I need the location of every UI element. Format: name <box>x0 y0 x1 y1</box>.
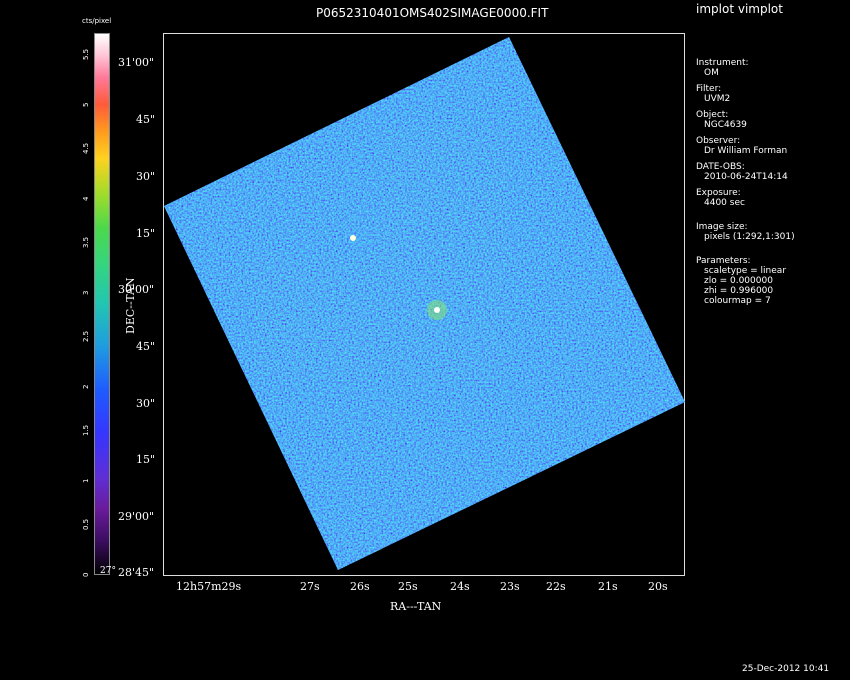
plot-frame[interactable] <box>163 33 685 576</box>
ytick-1: 31'00" <box>118 56 155 69</box>
info-exposure: Exposure: 4400 sec <box>696 188 846 208</box>
xtick-2: 27s <box>300 580 320 593</box>
info-panel: Instrument: OM Filter: UVM2 Object: NGC4… <box>696 58 846 306</box>
info-head: Observer: <box>696 136 741 146</box>
app-title: implot vimplot <box>696 2 783 16</box>
xtick-8: 21s <box>598 580 618 593</box>
xtick-1: 12h57m29s <box>176 580 242 593</box>
x-axis-label: RA---TAN <box>390 600 442 613</box>
info-head: DATE-OBS: <box>696 162 745 172</box>
xtick-3: 26s <box>350 580 370 593</box>
ytick-8: 15" <box>136 453 156 466</box>
info-head: Image size: <box>696 222 748 232</box>
info-value: Dr William Forman <box>704 146 788 156</box>
info-filter: Filter: UVM2 <box>696 84 846 104</box>
timestamp: 25-Dec-2012 10:41 <box>742 664 830 674</box>
ytick-4: 15" <box>136 227 156 240</box>
info-image-size: Image size: pixels (1:292,1:301) <box>696 222 846 242</box>
info-instrument: Instrument: OM <box>696 58 846 78</box>
info-value: 2010-06-24T14:14 <box>704 172 788 182</box>
info-value: pixels (1:292,1:301) <box>704 232 795 242</box>
ytick-corner-prefix: 27° <box>100 566 116 576</box>
ytick-7: 30" <box>136 397 156 410</box>
info-value: NGC4639 <box>704 120 747 130</box>
info-object: Object: NGC4639 <box>696 110 846 130</box>
info-head: Object: <box>696 110 729 120</box>
info-observer: Observer: Dr William Forman <box>696 136 846 156</box>
info-head: Instrument: <box>696 58 749 68</box>
param-line: colourmap = 7 <box>704 296 771 306</box>
info-head: Exposure: <box>696 188 741 198</box>
info-value: 4400 sec <box>704 198 745 208</box>
y-axis-label: DEC--TAN <box>124 277 137 334</box>
param-line: zlo = 0.000000 <box>704 276 773 286</box>
info-date-obs: DATE-OBS: 2010-06-24T14:14 <box>696 162 846 182</box>
info-parameters: Parameters: scaletype = linear zlo = 0.0… <box>696 256 846 306</box>
param-line: zhi = 0.996000 <box>704 286 774 296</box>
xtick-7: 22s <box>546 580 566 593</box>
ytick-9: 29'00" <box>118 510 155 523</box>
param-line: scaletype = linear <box>704 266 787 276</box>
xtick-5: 24s <box>450 580 470 593</box>
ytick-6: 45" <box>136 340 156 353</box>
ytick-5: 30'00" <box>118 283 155 296</box>
colorbar <box>94 33 110 575</box>
info-value: UVM2 <box>704 94 731 104</box>
info-head: Parameters: <box>696 256 751 266</box>
ytick-10: 28'45" <box>118 566 155 579</box>
info-head: Filter: <box>696 84 722 94</box>
ytick-3: 30" <box>136 170 156 183</box>
colorbar-label: cts/pixel <box>82 17 112 25</box>
plot-title: P0652310401OMS402SIMAGE0000.FIT <box>316 6 549 20</box>
info-value: OM <box>704 68 719 78</box>
ytick-2: 45" <box>136 113 156 126</box>
xtick-6: 23s <box>500 580 520 593</box>
xtick-9: 20s <box>648 580 668 593</box>
xtick-4: 25s <box>398 580 418 593</box>
